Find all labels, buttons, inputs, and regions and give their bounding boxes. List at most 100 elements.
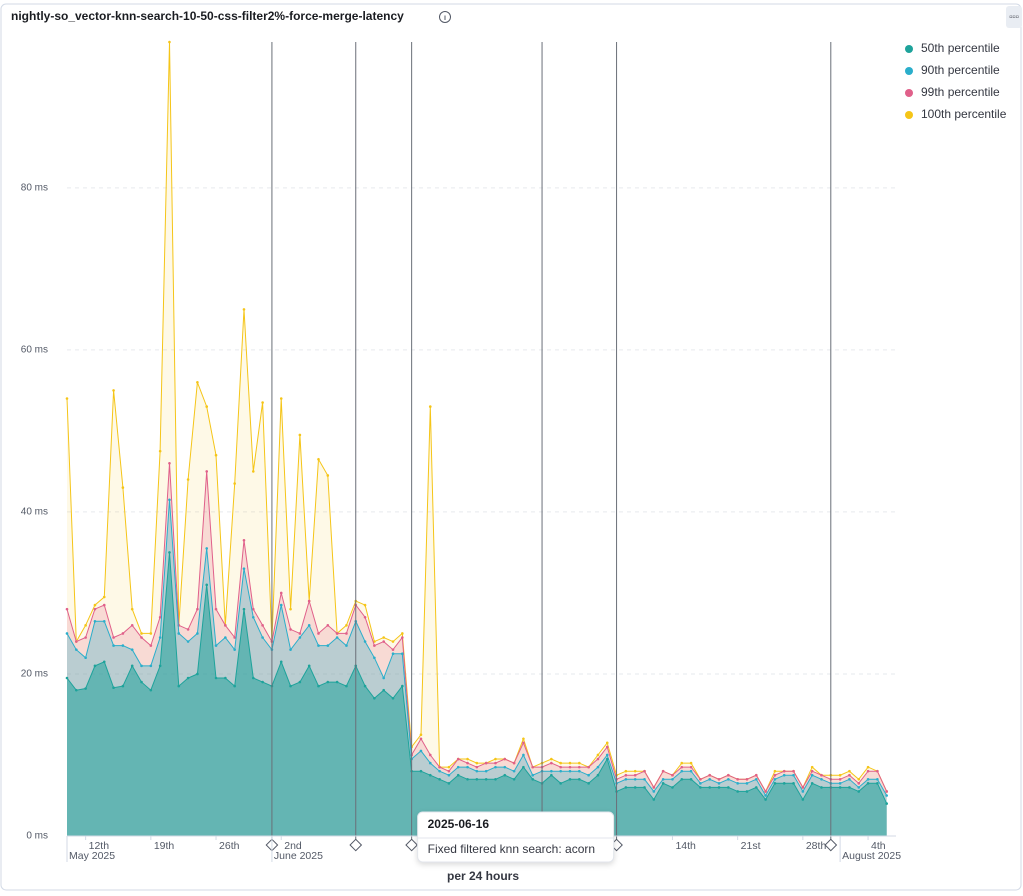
data-point [401, 684, 404, 688]
data-point [578, 777, 581, 781]
data-point [298, 632, 302, 635]
legend-label[interactable]: 99th percentile [921, 85, 1000, 99]
data-point [605, 757, 609, 761]
data-point [633, 777, 637, 781]
data-point [466, 757, 469, 761]
data-point [149, 644, 153, 647]
info-circle [439, 11, 451, 23]
data-point [885, 790, 888, 793]
data-point [587, 765, 590, 769]
data-point [363, 615, 367, 619]
data-point [848, 777, 851, 781]
legend-label[interactable]: 100th percentile [921, 107, 1007, 121]
data-point [102, 660, 106, 664]
data-point [605, 741, 609, 745]
data-point [196, 632, 199, 635]
data-point [112, 636, 115, 639]
data-point [214, 607, 218, 611]
data-point [494, 777, 497, 781]
data-point [661, 777, 665, 781]
data-point [475, 769, 479, 773]
data-point [671, 786, 674, 789]
data-point [643, 769, 646, 773]
data-point [438, 765, 441, 769]
x-tick-label: 28th [806, 840, 827, 852]
data-point [754, 786, 758, 789]
x-tick-label: 2nd [284, 840, 302, 852]
data-point [140, 636, 143, 639]
data-point [363, 640, 367, 643]
data-point [568, 761, 572, 765]
data-point [605, 745, 609, 749]
data-point [121, 684, 125, 688]
data-point [102, 603, 106, 607]
data-point [233, 636, 236, 639]
data-point [391, 640, 395, 643]
data-point [177, 632, 181, 635]
data-point [289, 607, 292, 611]
panel-frame [0, 3, 1022, 891]
data-point [773, 777, 777, 781]
data-point [503, 765, 507, 769]
data-point [876, 769, 879, 773]
data-point [401, 636, 404, 639]
x-month-label: August 2025 [842, 850, 901, 862]
data-point [130, 624, 134, 627]
data-point [75, 640, 78, 643]
data-point [363, 603, 367, 607]
data-point [745, 777, 749, 781]
data-point [130, 664, 134, 668]
info-icon[interactable] [439, 11, 451, 23]
data-point [736, 790, 739, 793]
data-point [624, 786, 628, 789]
data-point [466, 765, 469, 769]
data-point [782, 773, 786, 777]
data-point [75, 648, 78, 651]
data-point [587, 782, 590, 785]
data-point [335, 636, 339, 639]
data-point [522, 753, 525, 757]
data-point [75, 688, 78, 692]
legend-label[interactable]: 50th percentile [921, 41, 1000, 55]
data-point [186, 628, 190, 631]
data-point [652, 786, 656, 789]
data-point [838, 777, 842, 781]
data-point [708, 773, 712, 777]
data-point [428, 753, 432, 757]
data-point [93, 619, 97, 623]
data-point [484, 761, 488, 765]
y-tick-label: 60 ms [21, 345, 48, 356]
data-point [298, 680, 302, 684]
legend-label[interactable]: 90th percentile [921, 63, 1000, 77]
data-point [717, 777, 721, 781]
data-point [661, 782, 665, 785]
data-point [112, 644, 115, 647]
data-point [866, 782, 870, 785]
data-point [149, 664, 153, 668]
data-point [466, 777, 469, 781]
data-point [196, 607, 199, 611]
options-button[interactable] [1006, 6, 1022, 28]
data-point [568, 777, 572, 781]
data-point [689, 765, 693, 769]
data-point [801, 798, 805, 801]
data-point [475, 765, 479, 769]
data-point [279, 603, 283, 607]
data-point [205, 405, 209, 408]
data-point [65, 632, 69, 635]
data-point [838, 782, 842, 785]
data-point [708, 786, 712, 789]
data-point [456, 757, 460, 761]
data-point [857, 782, 861, 785]
data-point [428, 405, 432, 408]
data-point [661, 769, 665, 773]
data-point [382, 676, 385, 680]
data-point [233, 648, 236, 651]
data-point [568, 765, 572, 769]
data-point [550, 769, 553, 773]
data-point [857, 790, 861, 793]
tooltip-box [417, 811, 615, 863]
data-point [345, 644, 348, 647]
data-point [391, 652, 395, 656]
data-point [745, 782, 749, 785]
